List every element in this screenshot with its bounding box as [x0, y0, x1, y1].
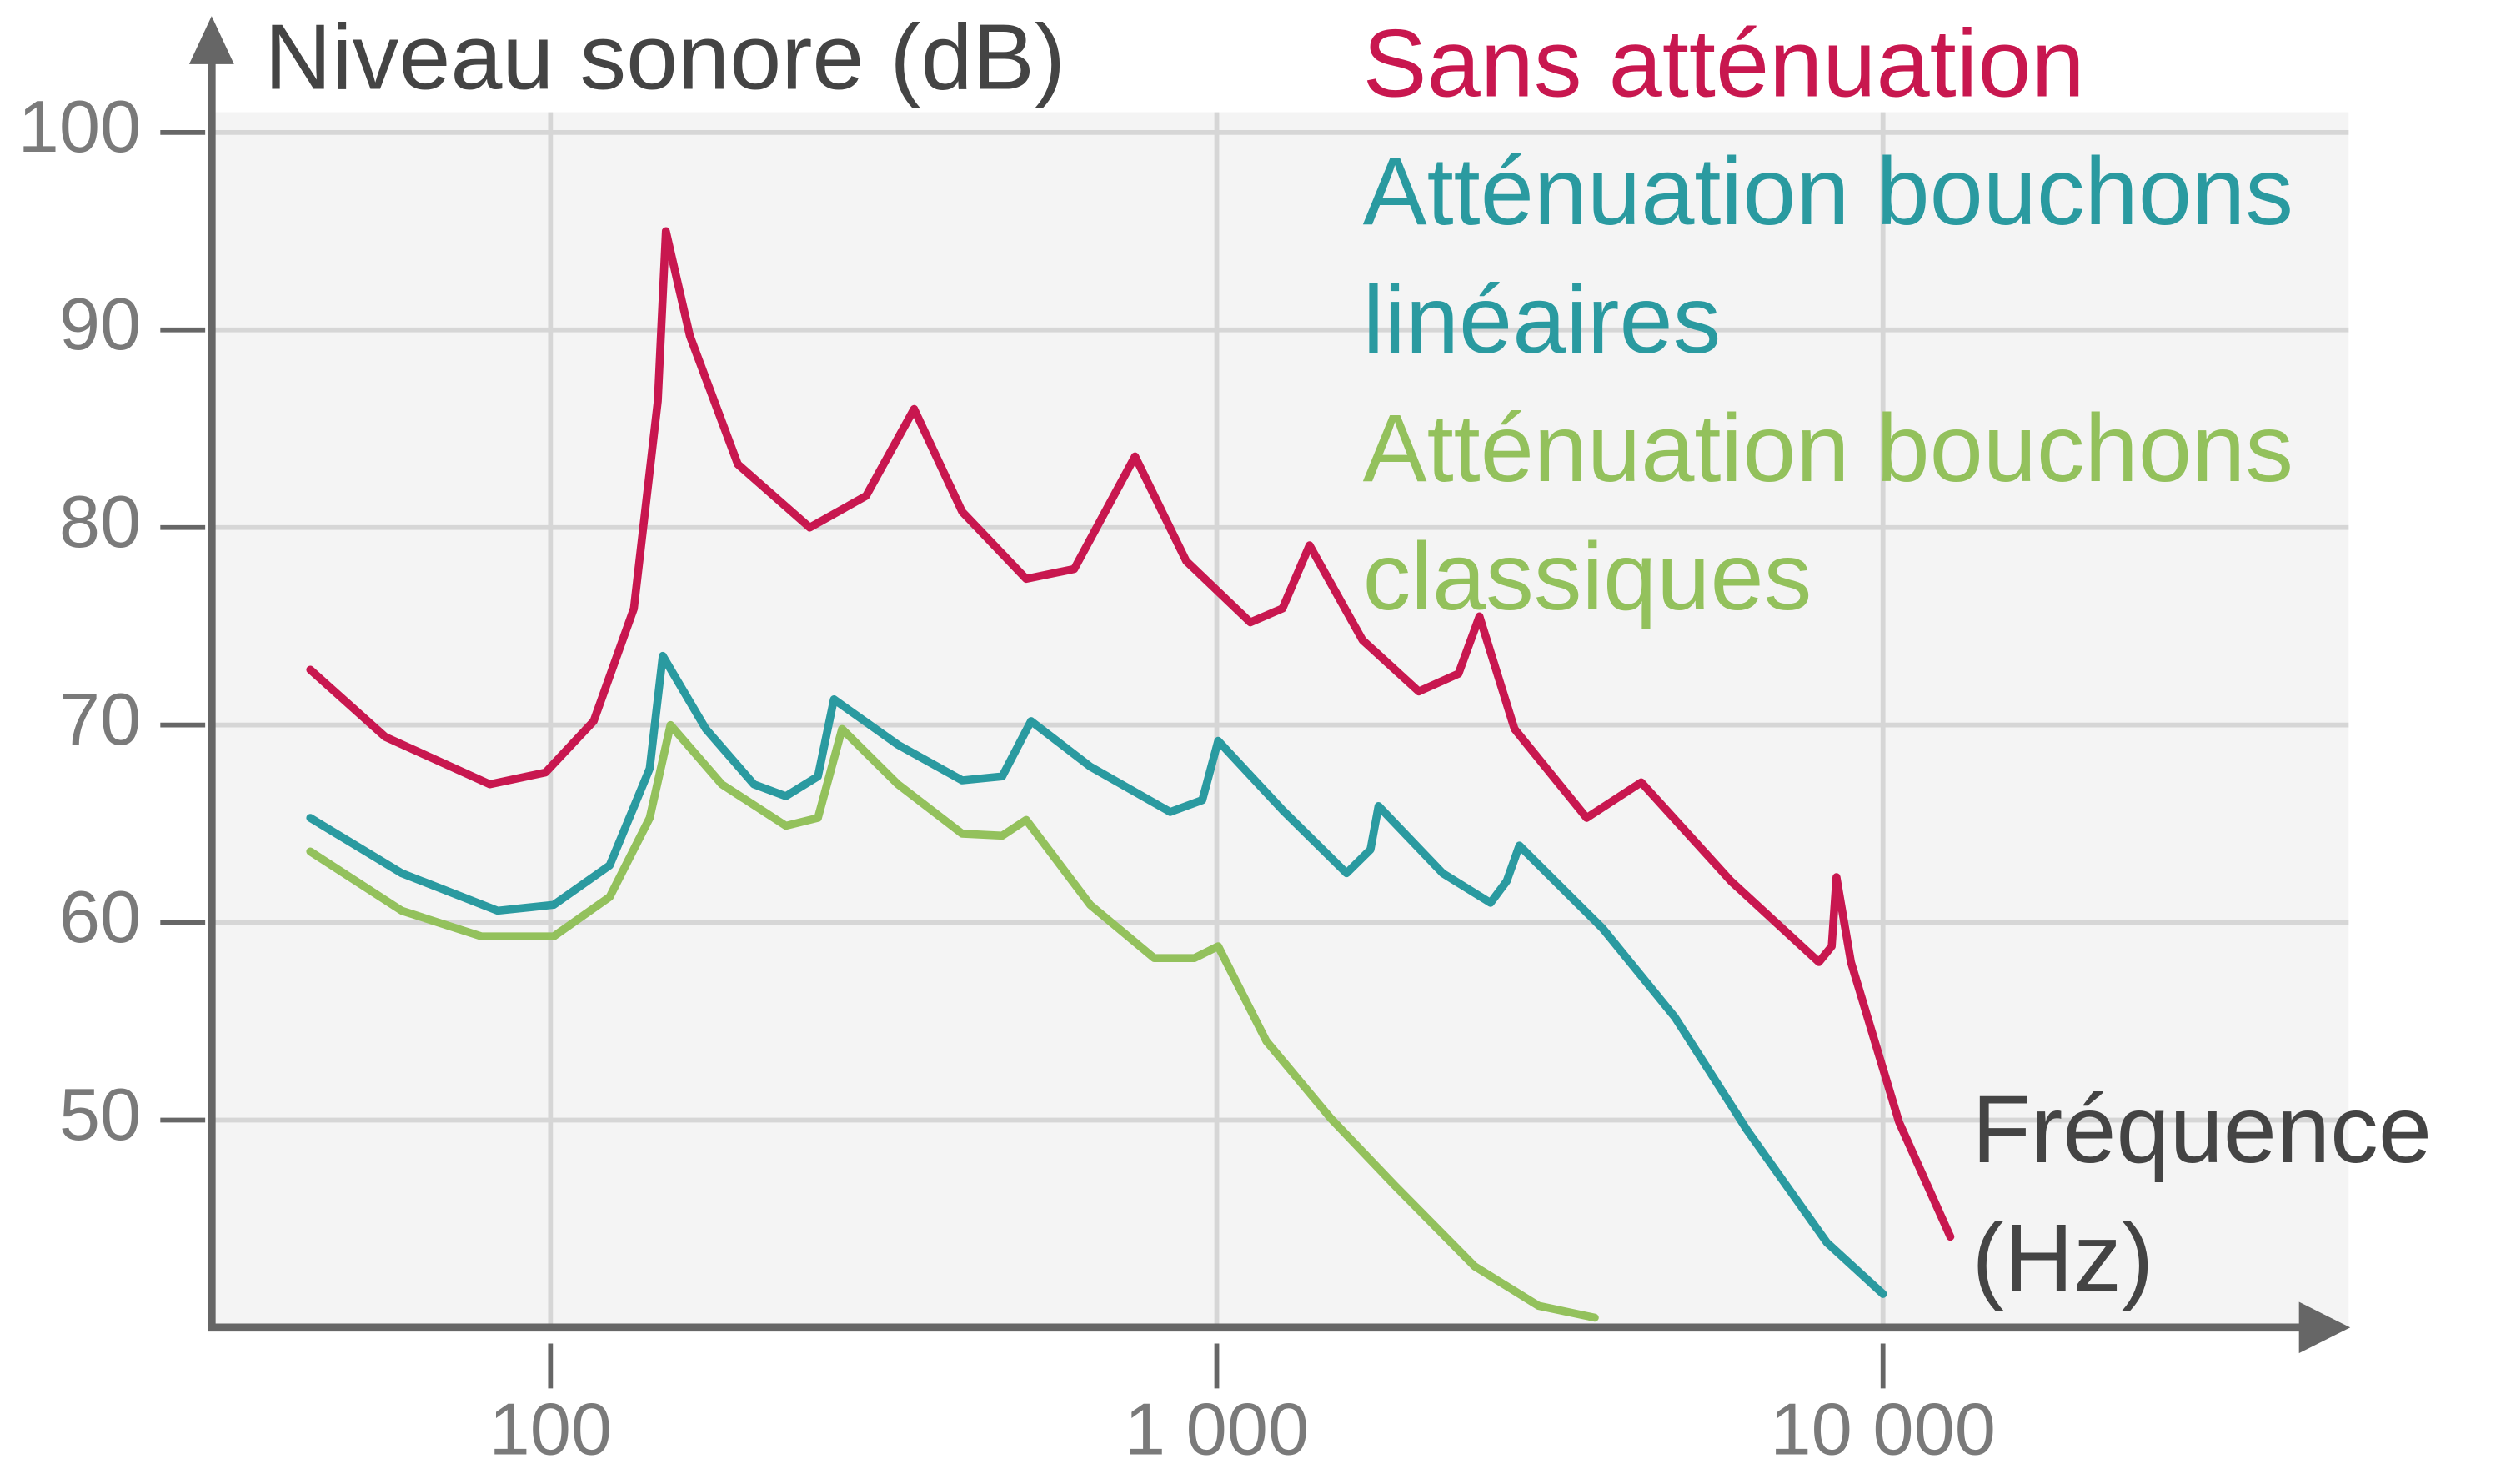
y-tick-label: 100: [18, 85, 142, 168]
x-axis-title: Fréquence (Hz): [1972, 1075, 2433, 1312]
grid: [211, 112, 2349, 1328]
x-tick-label: 10 000: [1770, 1388, 1996, 1471]
series-line: [306, 720, 1599, 1322]
x-axis-title-box: Fréquence (Hz): [1972, 1075, 2433, 1312]
x-tick-label: 1 000: [1125, 1388, 1309, 1471]
series-line: [306, 651, 1887, 1298]
legend-entry: Atténuation bouchons classiques: [1362, 394, 2293, 630]
y-tick-label: 90: [59, 283, 141, 365]
legend-entry: Sans atténuation: [1362, 9, 2085, 118]
y-axis-title: Niveau sonore (dB): [264, 4, 1065, 108]
y-tick-label: 60: [59, 875, 141, 958]
lines: [306, 227, 1955, 1322]
series-line: [306, 227, 1955, 1241]
legend: Sans atténuation Atténuation bouchons lin…: [1363, 0, 2485, 641]
legend-box: Sans atténuation Atténuation bouchons lin…: [1363, 0, 2485, 641]
y-tick-label: 70: [59, 678, 141, 760]
y-axis-arrow: [188, 16, 234, 64]
plot-background: [211, 112, 2349, 1328]
y-tick-label: 50: [59, 1073, 141, 1156]
y-tick-label: 80: [59, 480, 141, 563]
x-tick-label: 100: [489, 1388, 613, 1471]
x-axis-arrow: [2298, 1301, 2351, 1354]
legend-entry: Atténuation bouchons linéaires: [1362, 138, 2293, 374]
